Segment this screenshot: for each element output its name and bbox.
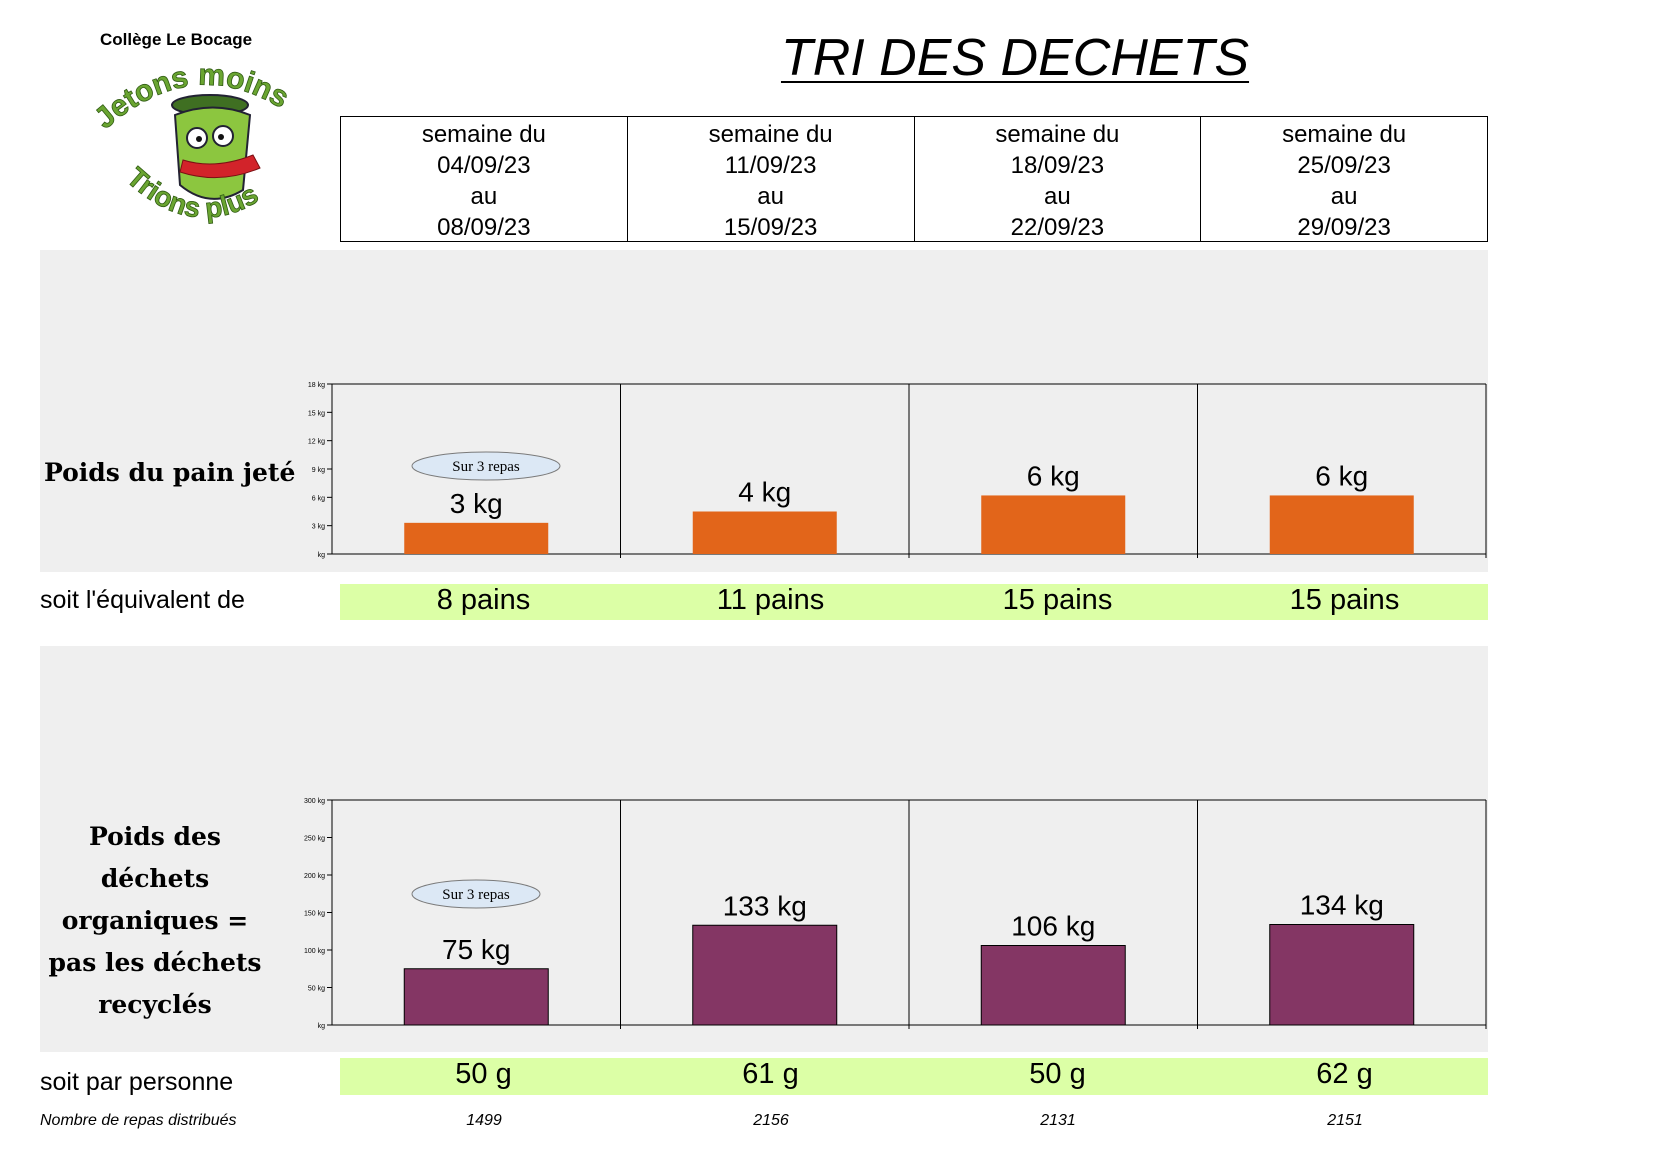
y-tick-label: 100 kg [304,948,325,955]
meals-value: 1499 [466,1112,502,1129]
weeks-table: semaine du 04/09/23 au 08/09/23 semaine du 1… [340,116,1488,242]
bread-row-label: Poids du pain jeté [44,458,296,487]
annotation-bubble [411,451,561,481]
week-cell: semaine du 04/09/23 au 08/09/23 [421,121,546,241]
per-person-label: soit par personne [40,1068,234,1096]
y-tick-label: 50 kg [308,986,325,993]
y-tick-label: 15 kg [308,410,325,417]
week-cell: semaine du 25/09/23 au 29/09/23 [1200,117,1487,241]
y-tick-label: 6 kg [312,495,325,502]
bar [692,924,838,1026]
y-tick-label: 200 kg [304,873,325,880]
bar [981,495,1126,554]
bar-data-label: 75 kg [442,934,511,965]
bar-data-label: 4 kg [738,477,791,508]
bar [1269,924,1415,1026]
bar-data-label: 3 kg [450,488,503,519]
equivalent-value: 8 pains [436,584,531,616]
meals-value: 2156 [753,1112,789,1129]
y-tick-label: 12 kg [308,439,325,446]
y-tick-label: kg [318,1023,326,1030]
bar-data-label: 133 kg [723,890,807,921]
meals-label: Nombre de repas distribués [40,1112,237,1129]
bar [404,522,549,554]
bar-data-label: 6 kg [1315,460,1368,491]
annotation-label: Sur 3 repas [442,887,510,903]
equivalent-bar: 8 pains 11 pains 15 pains 15 pains [340,584,1488,620]
y-tick-label: 9 kg [312,467,325,474]
school-name: Collège Le Bocage [100,30,253,49]
equivalent-value: 15 pains [1289,584,1400,616]
per-person-bar: 50 g 61 g 50 g 62 g [340,1058,1488,1095]
y-tick-label: 3 kg [312,524,325,531]
bar-data-label: 6 kg [1027,460,1080,491]
y-tick-label: kg [318,552,326,559]
y-tick-label: 300 kg [304,798,325,805]
bar [1269,495,1414,554]
per-person-value: 61 g [742,1058,799,1090]
equivalent-value: 15 pains [1002,584,1113,616]
annotation-bubble [411,879,541,909]
organic-row-label: Poids des déchets organiques = pas les d… [48,822,262,1019]
week-cell: semaine du 11/09/23 au 15/09/23 [626,117,914,241]
y-tick-label: 18 kg [308,382,325,389]
meals-value: 2151 [1327,1112,1363,1129]
bar-data-label: 134 kg [1300,890,1384,921]
equivalent-label: soit l'équivalent de [40,586,245,614]
per-person-value: 62 g [1316,1058,1373,1090]
annotation-label: Sur 3 repas [452,459,520,475]
equivalent-value: 11 pains [716,584,825,616]
bar [692,511,837,554]
bar [980,945,1126,1026]
y-tick-label: 150 kg [304,911,325,918]
logo: Jetons moins Trions plus [95,60,295,224]
per-person-value: 50 g [1029,1058,1086,1090]
meals-value: 2131 [1040,1112,1076,1129]
bar-data-label: 106 kg [1011,911,1095,942]
y-tick-label: 250 kg [304,836,325,843]
per-person-value: 50 g [455,1058,512,1090]
page-title: TRI DES DECHETS [780,29,1250,87]
week-cell: semaine du 18/09/23 au 22/09/23 [913,117,1201,241]
mascot-icon [171,94,261,200]
bar [403,968,549,1026]
